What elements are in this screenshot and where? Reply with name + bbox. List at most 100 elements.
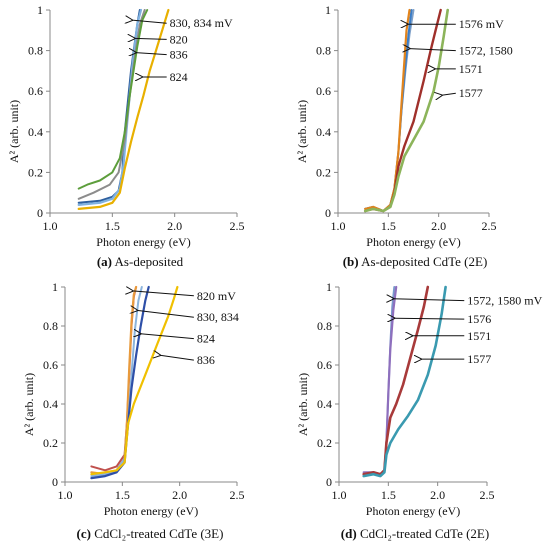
series-line-4 [77,9,149,190]
y-tick-label: 0.2 [28,165,43,179]
y-tick-label: 0 [325,206,331,220]
annotation-label: 1571 [459,62,483,76]
panel-caption: (d) CdCl₂-treated CdTe (2E) [341,526,489,541]
annotation-arrow [393,299,465,301]
annotation-arrow [141,334,194,340]
annotation-label: 1577 [459,86,483,100]
y-tick-label: 0 [326,475,332,489]
y-tick-label: 1 [325,3,331,17]
panel-caption-text: As-deposited [112,254,184,269]
x-tick-label: 2.5 [230,488,245,502]
annotation-label: 836 [170,48,188,62]
y-tick-label: 0.6 [316,84,331,98]
y-tick-label: 0.4 [316,125,331,139]
x-tick-label: 2.5 [482,219,497,233]
annotation-label: 820 [170,32,188,46]
annotation-arrow [135,38,167,39]
panel-caption: (b) As-deposited CdTe (2E) [343,254,488,269]
x-tick-label: 1.5 [105,219,120,233]
x-tick-label: 2.5 [230,219,245,233]
y-tick-label: 0.2 [316,165,331,179]
x-tick-label: 2.5 [480,488,495,502]
series-line-3 [77,9,146,200]
y-tick-label: 0.8 [317,319,332,333]
series-line-2 [90,285,138,476]
annotation-label: 1571 [467,329,491,343]
annotation-label: 1576 [467,312,491,326]
annotation-label: 830, 834 [197,310,239,324]
annotation-label: 824 [197,332,215,346]
series-line-3 [90,286,143,478]
chart-panel-c: 0 0.2 0.4 0.6 0.8 1 1.0 1.5 2.0 2.5 Photon energy … [22,280,245,541]
annotation-arrow [132,20,167,23]
annotation-arrow [394,318,465,319]
panel-caption: (a) As-deposited [97,254,184,269]
x-tick-label: 1.0 [332,488,347,502]
chart-panel-b: 0 0.2 0.4 0.6 0.8 1 1.0 1.5 2.0 2.5 Photon energy … [295,3,513,269]
y-tick-label: 0.4 [317,397,332,411]
annotation-arrow [133,291,194,297]
annotation-label: 820 mV [197,289,236,303]
annotation-arrow [137,310,194,318]
x-tick-label: 1.0 [58,488,73,502]
series-line-2 [364,9,413,212]
annotation-label: 1577 [467,352,491,366]
x-tick-label: 2.0 [172,488,187,502]
y-tick-label: 0.8 [28,44,43,58]
y-axis-title: A² (arb. unit) [7,100,21,163]
y-tick-label: 0.6 [43,358,58,372]
x-axis-title: Photon energy (eV) [96,235,190,249]
panel-caption-text: CdCl₂-treated CdTe (2E) [357,526,490,541]
panel-caption-tag: (c) [77,526,91,541]
series-line-4 [364,8,442,213]
y-axis-title: A² (arb. unit) [295,100,309,163]
x-tick-label: 2.0 [167,219,182,233]
series-line-3 [364,8,411,213]
y-tick-label: 1 [52,280,58,294]
x-axis-title: Photon energy (eV) [366,235,460,249]
annotation-arrow [160,355,194,361]
x-tick-label: 1.0 [331,219,346,233]
annotation-arrow [409,49,456,51]
y-tick-label: 0.6 [28,84,43,98]
y-tick-label: 1 [326,280,332,294]
series-line-5 [77,8,170,210]
panel-caption-tag: (a) [97,254,112,269]
annotation-label: 836 [197,353,215,367]
x-tick-label: 2.0 [431,219,446,233]
y-tick-label: 0.8 [43,319,58,333]
x-axis-title: Photon energy (eV) [104,504,198,518]
x-axis-title: Photon energy (eV) [366,504,460,518]
chart-panel-d: 0 0.2 0.4 0.6 0.8 1 1.0 1.5 2.0 2.5 Photon energy … [296,280,543,541]
annotation-label: 1572, 1580 mV [467,294,542,308]
panel-caption-text: As-deposited CdTe (2E) [359,254,488,269]
x-tick-label: 1.5 [381,488,396,502]
series-line-5 [90,285,179,476]
annotation-label: 1576 mV [459,17,504,31]
y-axis-title: A² (arb. unit) [22,373,36,436]
x-tick-label: 1.5 [115,488,130,502]
panel-caption-tag: (d) [341,526,357,541]
y-tick-label: 0 [52,475,58,489]
y-axis-title: A² (arb. unit) [296,373,310,436]
panel-caption-tag: (b) [343,254,359,269]
annotation-arrow [136,53,167,55]
y-tick-label: 0.6 [317,358,332,372]
y-tick-label: 0.4 [43,397,58,411]
y-tick-label: 0.8 [316,44,331,58]
chart-panel-a: 0 0.2 0.4 0.6 0.8 1 1.0 1.5 2.0 2.5 Photon energy … [7,3,245,269]
annotation-label: 1572, 1580 [459,44,513,58]
y-tick-label: 0 [37,206,43,220]
series-line-5 [363,8,449,213]
panel-caption: (c) CdCl₂-treated CdTe (3E) [77,526,224,541]
x-tick-label: 1.5 [381,219,396,233]
panel-caption-text: CdCl₂-treated CdTe (3E) [91,526,224,541]
y-tick-label: 0.4 [28,125,43,139]
annotation-arrow [442,93,456,95]
y-tick-label: 0.2 [317,436,332,450]
series-line-4 [362,285,447,478]
series-line-4 [90,285,150,480]
annotation-label: 830, 834 mV [170,16,233,30]
series-line-3 [362,285,430,476]
x-tick-label: 1.0 [43,219,58,233]
